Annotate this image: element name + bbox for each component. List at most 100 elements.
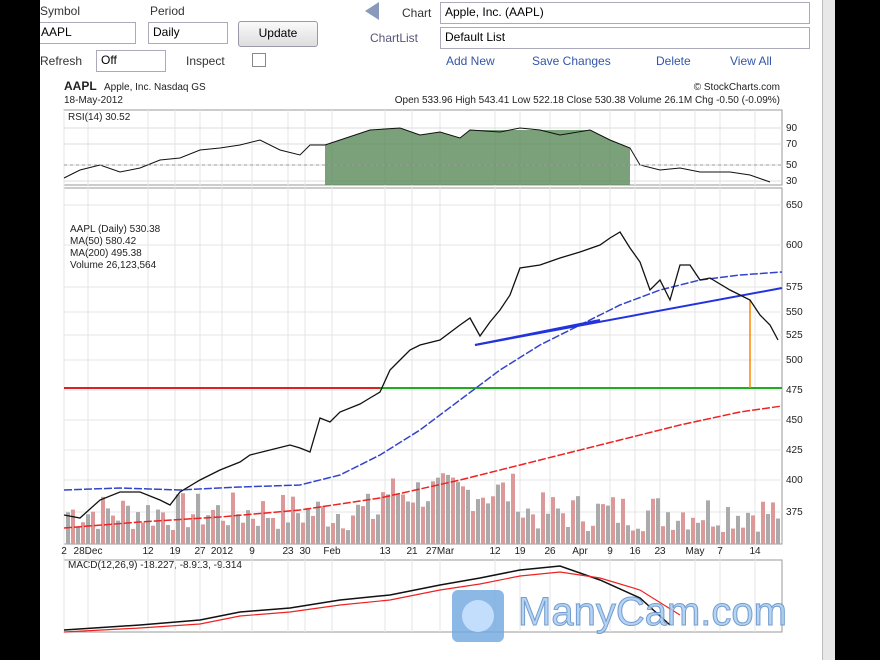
volume-bar [571,500,575,544]
volume-bar [281,494,285,544]
volume-bar [201,524,205,544]
label: Symbol [40,4,81,18]
price-line [63,231,779,519]
volume-bar [671,529,675,544]
inspect-label[interactable]: Inspect [186,54,225,68]
date-label: May [686,546,705,557]
price-tick-label: 600 [786,240,803,251]
chart-symbol: AAPL [64,79,97,93]
rsi-line [63,127,771,183]
volume-bar [616,522,620,544]
volume-bar [226,525,230,544]
date-label: 27Mar [426,546,455,557]
volume-bar [206,515,210,544]
scrollbar[interactable] [822,0,835,660]
date-label: 7 [717,546,723,557]
volume-bar [466,489,470,544]
volume-bar [301,522,305,544]
price-panel [63,187,783,545]
volume-bar [456,482,460,544]
symbol-input[interactable]: AAPL [40,22,136,44]
volume-bar [321,505,325,544]
volume-bar [286,522,290,544]
volume-bar [366,493,370,544]
volume-bar [776,518,780,544]
chart-date: 18-May-2012 [64,95,123,106]
date-label: 27 [194,546,206,557]
volume-bar [626,525,630,544]
price-tick-label: 400 [786,475,803,486]
volume-bar [711,526,715,544]
volume-bar [211,509,215,544]
rsi-tick-label: 70 [786,139,798,150]
back-arrow[interactable] [365,2,379,20]
price-tick-label: 550 [786,307,803,318]
date-label: 23 [282,546,294,557]
volume-bar [146,505,150,544]
volume-bar [596,503,600,544]
rsi-overbought-fill [325,128,630,185]
watermark: ManyCam.com [518,590,787,634]
volume-bar [686,529,690,544]
volume-bar [341,528,345,544]
grid [63,110,782,632]
volume-bar [381,492,385,544]
volume-bar [76,527,80,544]
volume-bar [486,503,490,544]
label: ChartList [370,31,419,45]
volume-bar [761,501,765,544]
volume-bar [401,494,405,544]
volume-bar [81,522,85,544]
action-link[interactable]: Delete [656,54,691,68]
action-link[interactable]: Save Changes [532,54,611,68]
rsi-tick-label: 50 [786,160,798,171]
price-tick-label: 375 [786,507,803,518]
volume-bar [186,527,190,544]
macd-label: MACD(12,26,9) -18.227, -8.913, -9.314 [68,560,242,571]
date-label: 9 [607,546,613,557]
volume-bar [111,515,115,544]
volume-bar [361,506,365,544]
volume-bar [461,486,465,544]
volume-bar [91,511,95,544]
volume-bar [141,522,145,544]
update-button[interactable]: Update [238,21,318,47]
volume-bar [246,510,250,544]
volume-bar [96,528,100,544]
volume-bar [471,511,475,544]
volume-bar [681,512,685,544]
volume-bar [191,514,195,544]
volume-bar [151,525,155,544]
chart-select[interactable]: Apple, Inc. (AAPL) [440,2,810,24]
date-label: Apr [572,546,588,557]
volume-bar [656,498,660,544]
volume-bar [181,493,185,544]
refresh-select[interactable]: Off [96,50,166,72]
macd-signal [63,571,681,633]
volume-bar [726,507,730,544]
volume-bar [416,482,420,544]
period-select[interactable]: Daily [148,22,228,44]
volume-bar [221,520,225,544]
price-tick-label: 475 [786,385,803,396]
date-label: 30 [299,546,311,557]
volume-bar [526,508,530,544]
inspect-checkbox[interactable] [252,53,266,67]
date-label: 21 [406,546,418,557]
action-link[interactable]: View All [730,54,772,68]
screenshot: Symbol AAPL Period Daily Update Refresh … [40,0,822,660]
volume-bar [236,514,240,544]
stock-chart: AAPL Apple, Inc. Nasdaq GS © StockCharts… [61,79,803,642]
volume-bar [451,477,455,544]
volume-bar [731,528,735,544]
volume-bar [351,515,355,544]
volume-bar [606,505,610,544]
volume-bars [66,473,780,544]
date-label: Feb [323,546,341,557]
volume-bar [631,530,635,544]
action-link[interactable]: Add New [446,54,495,68]
chartlist-select[interactable]: Default List [440,27,810,49]
volume-bar [751,515,755,544]
date-label: 19 [169,546,181,557]
volume-bar [706,500,710,544]
